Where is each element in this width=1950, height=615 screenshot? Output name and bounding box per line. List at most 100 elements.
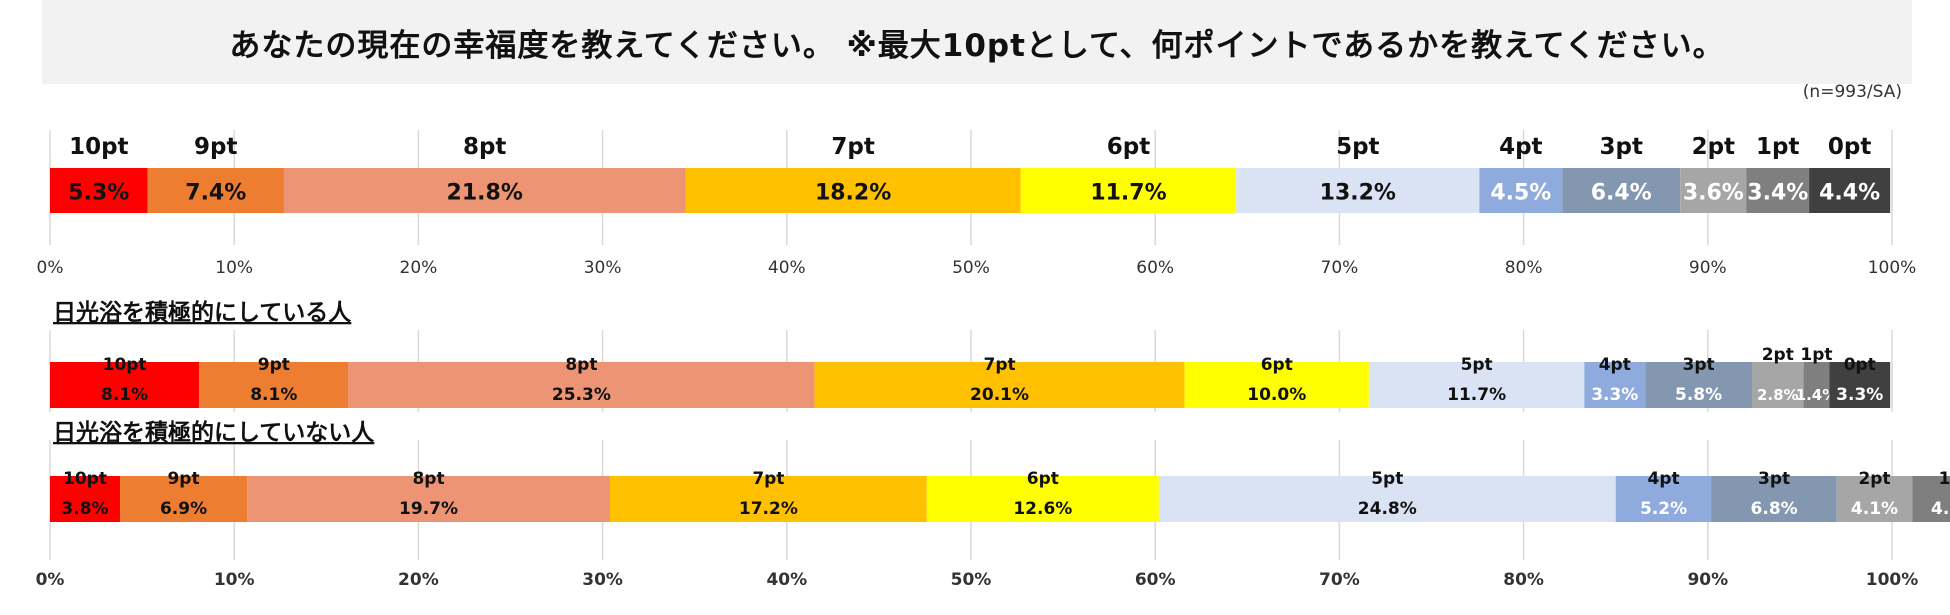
- x-tick-label: 70%: [1321, 258, 1359, 278]
- x-tick-label: 100%: [1866, 570, 1919, 590]
- bar-segment: [1236, 168, 1480, 213]
- data-label: 6.9%: [160, 499, 207, 519]
- category-label: 2pt: [1858, 469, 1890, 489]
- x-tick-label: 90%: [1689, 258, 1727, 278]
- bar-segment: [1562, 168, 1681, 213]
- category-label: 8pt: [412, 469, 444, 489]
- bar-segment: [50, 362, 200, 408]
- category-label: 4pt: [1499, 134, 1542, 160]
- x-tick-label: 50%: [951, 570, 992, 590]
- category-label: 7pt: [752, 469, 784, 489]
- data-label: 8.1%: [101, 385, 148, 405]
- x-tick-label: 30%: [584, 258, 622, 278]
- category-label: 10pt: [63, 469, 107, 489]
- category-label: 8pt: [565, 355, 597, 375]
- data-label: 3.8%: [61, 499, 108, 519]
- x-tick-label: 90%: [1687, 570, 1728, 590]
- data-label: 4.4%: [1819, 181, 1880, 206]
- bar-segment: [1615, 476, 1712, 522]
- bar-segment: [1479, 168, 1563, 213]
- bar-segment: [1752, 362, 1804, 408]
- category-label: 2pt: [1692, 134, 1735, 160]
- category-label: 6pt: [1261, 355, 1293, 375]
- bar-segment: [1829, 362, 1891, 408]
- data-label: 17.2%: [739, 499, 798, 519]
- bar-segment: [1836, 476, 1913, 522]
- x-tick-label: 60%: [1135, 570, 1176, 590]
- title-box: あなたの現在の幸福度を教えてください。 ※最大10ptとして、何ポイントであるか…: [42, 0, 1912, 84]
- data-label: 3.6%: [1683, 181, 1744, 206]
- x-tick-label: 40%: [766, 570, 807, 590]
- data-label: 4.6%: [1931, 499, 1950, 519]
- data-label: 25.3%: [552, 385, 611, 405]
- category-label: 0pt: [1828, 134, 1871, 160]
- category-label: 9pt: [167, 469, 199, 489]
- category-label: 3pt: [1599, 134, 1642, 160]
- data-label: 20.1%: [970, 385, 1029, 405]
- data-label: 11.7%: [1090, 181, 1166, 206]
- x-tick-label: 20%: [398, 570, 439, 590]
- data-label: 2.8%: [1757, 386, 1799, 404]
- category-label: 2pt: [1762, 345, 1794, 365]
- bar-segment: [1020, 168, 1237, 213]
- data-label: 10.0%: [1247, 385, 1306, 405]
- x-tick-label: 10%: [214, 570, 255, 590]
- data-label: 5.3%: [68, 181, 129, 206]
- category-label: 1pt: [1800, 345, 1832, 365]
- category-label: 4pt: [1648, 469, 1680, 489]
- data-label: 24.8%: [1358, 499, 1417, 519]
- data-label: 12.6%: [1013, 499, 1072, 519]
- data-label: 1.4%: [1796, 386, 1838, 404]
- category-label: 3pt: [1683, 355, 1715, 375]
- data-label: 21.8%: [447, 181, 523, 206]
- bar-segment: [50, 476, 120, 522]
- bar-segment: [1584, 362, 1646, 408]
- bar-segment: [247, 476, 610, 522]
- x-tick-label: 40%: [768, 258, 806, 278]
- category-label: 5pt: [1371, 469, 1403, 489]
- bar-segment: [1746, 168, 1810, 213]
- x-tick-label: 80%: [1503, 570, 1544, 590]
- data-label: 7.4%: [185, 181, 246, 206]
- bar-segment: [685, 168, 1021, 213]
- sample-note: (n=993/SA): [1802, 82, 1902, 102]
- x-tick-label: 10%: [215, 258, 253, 278]
- bar-segment: [1803, 362, 1830, 408]
- bar-segment: [283, 168, 686, 213]
- category-label: 10pt: [103, 355, 147, 375]
- data-label: 4.5%: [1490, 181, 1551, 206]
- x-tick-label: 60%: [1136, 258, 1174, 278]
- category-label: 9pt: [194, 134, 237, 160]
- x-tick-label: 50%: [952, 258, 990, 278]
- data-label: 11.7%: [1447, 385, 1506, 405]
- bar-segment: [50, 168, 148, 213]
- x-tick-label: 20%: [400, 258, 438, 278]
- data-label: 8.1%: [250, 385, 297, 405]
- category-label: 10pt: [69, 134, 128, 160]
- series-label: 日光浴を積極的にしていない人: [53, 419, 375, 446]
- bar-segment: [609, 476, 927, 522]
- data-label: 3.4%: [1747, 181, 1808, 206]
- chart-title: あなたの現在の幸福度を教えてください。 ※最大10ptとして、何ポイントであるか…: [229, 28, 1725, 64]
- data-label: 19.7%: [399, 499, 458, 519]
- category-label: 5pt: [1336, 134, 1379, 160]
- bar-segment: [1809, 168, 1891, 213]
- series-label: 日光浴を積極的にしている人: [53, 299, 352, 326]
- bar-segment: [119, 476, 248, 522]
- category-label: 0pt: [1844, 355, 1876, 375]
- x-tick-label: 100%: [1868, 258, 1917, 278]
- category-label: 4pt: [1599, 355, 1631, 375]
- data-label: 4.1%: [1851, 499, 1898, 519]
- category-label: 7pt: [831, 134, 874, 160]
- data-label: 13.2%: [1320, 181, 1396, 206]
- data-label: 18.2%: [815, 181, 891, 206]
- data-label: 3.3%: [1591, 385, 1638, 405]
- bar-segment: [1368, 362, 1585, 408]
- bar-segment: [147, 168, 284, 213]
- bar-segment: [1912, 476, 1950, 522]
- x-tick-label: 0%: [36, 570, 65, 590]
- category-label: 6pt: [1027, 469, 1059, 489]
- category-label: 3pt: [1758, 469, 1790, 489]
- x-tick-label: 80%: [1505, 258, 1543, 278]
- x-tick-label: 70%: [1319, 570, 1360, 590]
